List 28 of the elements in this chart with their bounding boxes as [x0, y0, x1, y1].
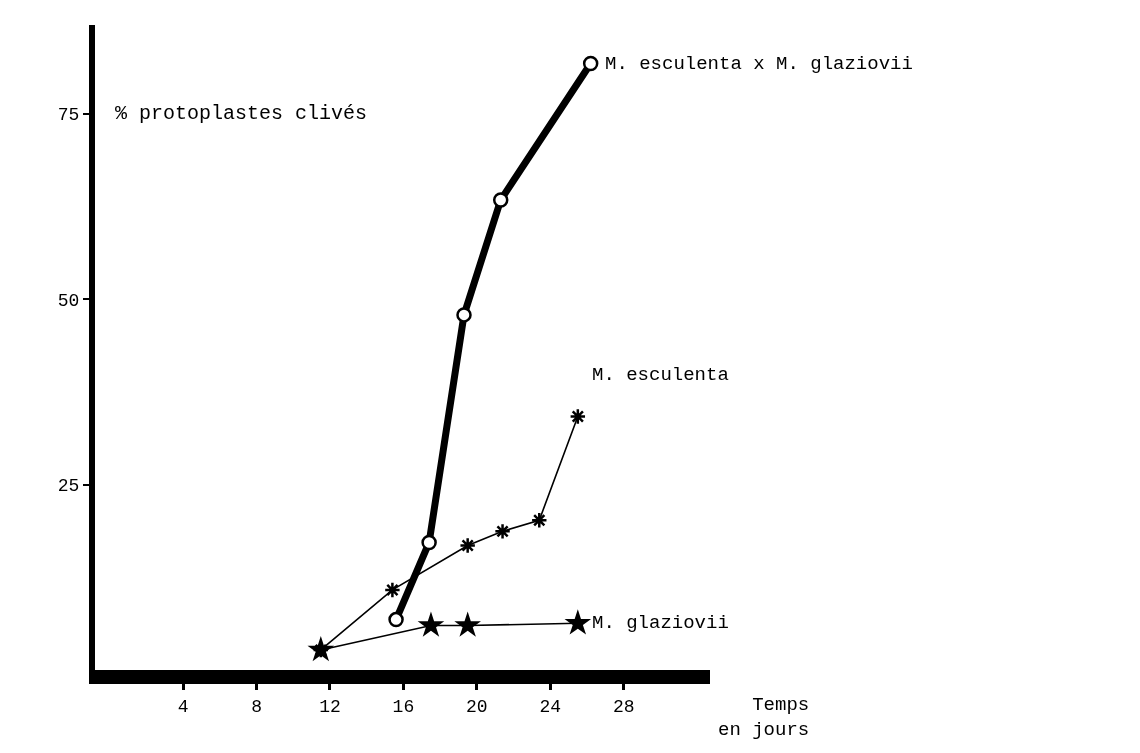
point	[454, 611, 481, 637]
x-tick-label: 8	[251, 696, 262, 717]
x-axis-title: Temps en jours	[718, 694, 810, 741]
point	[494, 522, 511, 540]
point	[569, 408, 587, 425]
y-axis-title: % protoplastes clivés	[115, 102, 368, 125]
y-tick-label: 50	[57, 290, 80, 311]
x-tick-label: 16	[392, 696, 415, 717]
point	[459, 537, 477, 554]
point	[530, 511, 548, 529]
x-tick-label: 28	[612, 696, 635, 717]
x-tick-label: 4	[177, 696, 189, 717]
point	[492, 192, 509, 208]
point	[383, 581, 401, 599]
series-label: M. glaziovii	[592, 612, 729, 634]
point	[582, 55, 599, 72]
point	[456, 307, 472, 323]
point	[421, 534, 437, 551]
point	[417, 611, 445, 637]
x-tick-label: 20	[466, 696, 488, 717]
x-tick-label: 12	[319, 696, 341, 717]
series-label: M. esculenta x M. glaziovii	[605, 53, 913, 75]
y-tick-label: 75	[57, 105, 80, 126]
y-tick-label: 25	[57, 475, 80, 496]
point	[388, 611, 404, 628]
point	[564, 609, 592, 635]
series-label: M. esculenta	[592, 364, 729, 386]
x-tick-label: 24	[539, 696, 562, 717]
